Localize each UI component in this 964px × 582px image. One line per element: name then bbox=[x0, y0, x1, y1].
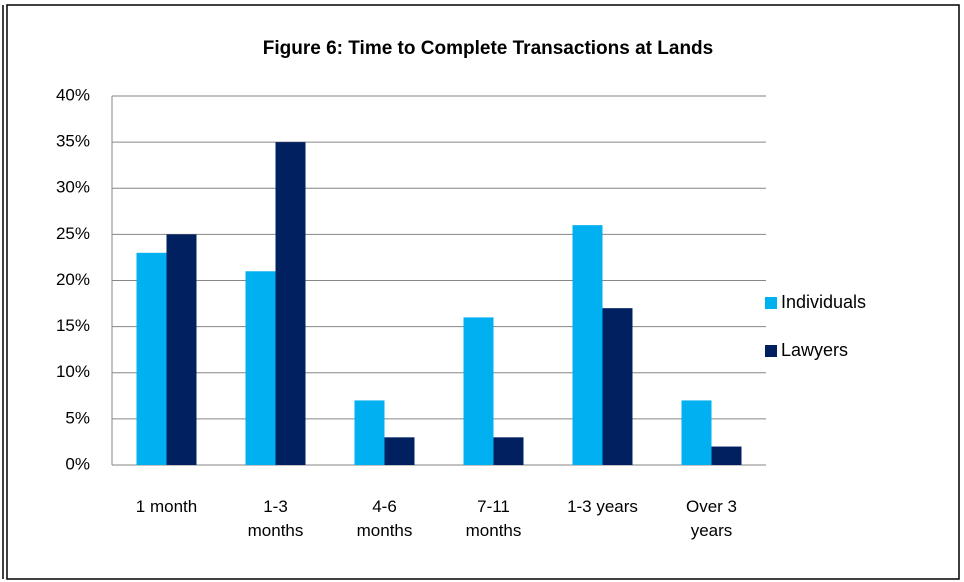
bar bbox=[493, 437, 524, 465]
legend-label: Individuals bbox=[781, 292, 866, 312]
legend-swatch bbox=[765, 345, 777, 357]
legend-swatch bbox=[765, 297, 777, 309]
x-tick-label: 1-3 months bbox=[247, 497, 304, 540]
y-tick-label: 15% bbox=[56, 316, 90, 335]
y-tick-label: 25% bbox=[56, 224, 90, 243]
x-tick-label: 1 month bbox=[135, 497, 198, 516]
y-tick-label: 10% bbox=[56, 362, 90, 381]
y-tick-label: 35% bbox=[56, 132, 90, 151]
bar bbox=[681, 400, 712, 465]
bar bbox=[136, 252, 167, 465]
x-tick-label: 7-11 months bbox=[465, 497, 522, 540]
x-tick-label: 4-6 months bbox=[356, 497, 413, 540]
y-tick-label: 30% bbox=[56, 178, 90, 197]
bar bbox=[463, 317, 494, 465]
chart-title: Figure 6: Time to Complete Transactions … bbox=[263, 38, 713, 59]
bar bbox=[275, 142, 306, 465]
y-tick-label: 40% bbox=[56, 85, 90, 104]
y-tick-label: 0% bbox=[65, 454, 90, 473]
x-tick-label: 1-3 years bbox=[567, 497, 638, 516]
bar bbox=[602, 308, 633, 465]
y-tick-label: 5% bbox=[65, 408, 90, 427]
y-tick-label: 20% bbox=[56, 270, 90, 289]
bar bbox=[384, 437, 415, 465]
bar bbox=[245, 271, 276, 465]
bar bbox=[166, 234, 197, 465]
bar bbox=[711, 446, 742, 465]
bar bbox=[354, 400, 385, 465]
x-tick-label: Over 3 years bbox=[685, 497, 738, 540]
legend-label: Lawyers bbox=[781, 340, 848, 360]
bar bbox=[572, 225, 603, 465]
